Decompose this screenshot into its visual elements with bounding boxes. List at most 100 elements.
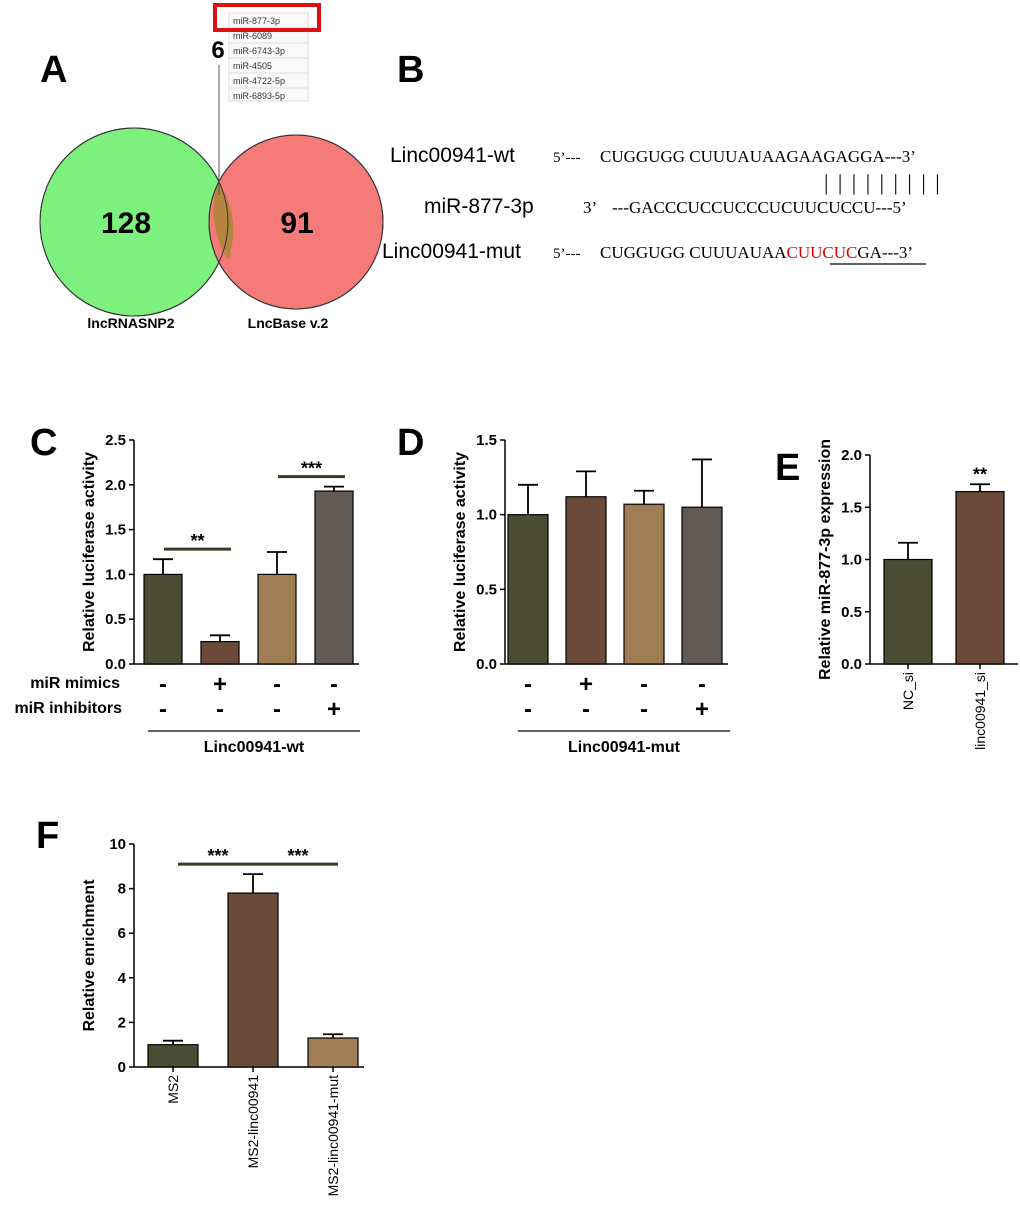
bar-f-0 <box>147 1044 199 1068</box>
venn-left-outline <box>39 127 229 317</box>
mirna-list: miR-877-3p miR-6089 miR-6743-3p miR-4505… <box>213 3 321 102</box>
bar-d-1 <box>565 496 607 665</box>
y-tick-label-e: 0.5 <box>841 604 862 621</box>
mirna-item: miR-4505 <box>233 61 272 71</box>
chart-f: 0 2 4 6 8 10 Relative enrichment *** *** MS2 MS2-l… <box>81 836 364 1196</box>
condition-sign-d: + <box>695 696 709 723</box>
seq-mut-mutated: CUUCUC <box>787 243 858 262</box>
x-tick-label-e: NC_si <box>900 672 916 710</box>
group-label-d: Linc00941-mut <box>568 739 681 756</box>
bar-c-2 <box>257 573 297 665</box>
condition-sign-c: - <box>273 696 281 723</box>
mirna-item: miR-6743-3p <box>233 46 285 56</box>
bar-d-3 <box>681 506 723 665</box>
venn-right-label: LncBase v.2 <box>248 315 329 331</box>
y-tick-label-f: 6 <box>118 925 126 942</box>
bar-f-1 <box>227 892 279 1068</box>
bar-f-2 <box>307 1037 359 1068</box>
y-tick-label-d: 0.5 <box>476 581 497 598</box>
significance-label-c: ** <box>190 531 204 551</box>
panel-letter-a: A <box>40 49 67 91</box>
row-label-inhibitors: miR inhibitors <box>14 700 122 717</box>
y-tick-label-e: 2.0 <box>841 447 862 464</box>
y-axis-label-d: Relative luciferase activity <box>452 452 469 652</box>
condition-sign-c: - <box>330 671 338 698</box>
venn-right-count: 91 <box>280 207 313 240</box>
y-axis-label-f: Relative enrichment <box>81 879 98 1032</box>
y-tick-label-f: 2 <box>118 1014 126 1031</box>
venn-overlap-count: 6 <box>211 37 224 64</box>
condition-sign-d: - <box>698 671 706 698</box>
chart-d: 0.0 0.5 1.0 1.5 Relative luciferase activity… <box>452 432 730 756</box>
chart-c: 0.0 0.5 1.0 1.5 2.0 2.5 Relative luciferase ac… <box>14 432 360 756</box>
mirna-highlight-box <box>213 3 321 32</box>
panel-letter-f: F <box>36 815 59 857</box>
chart-e: 0.0 0.5 1.0 1.5 2.0 Relative miR-877-3p expre… <box>817 439 1018 750</box>
venn-left-label: lncRNASNP2 <box>87 315 174 331</box>
group-label-c: Linc00941-wt <box>204 739 305 756</box>
y-tick-label-f: 10 <box>109 836 126 853</box>
y-tick-label-d: 1.5 <box>476 432 497 449</box>
significance-label-e: ** <box>973 464 987 484</box>
bar-d-2 <box>623 503 665 665</box>
y-tick-label-c: 0.5 <box>105 611 126 628</box>
mirna-item: miR-4722-5p <box>233 76 285 86</box>
row-label-mimics: miR mimics <box>30 675 120 692</box>
venn-overlap-region <box>213 181 234 260</box>
bar-c-1 <box>200 640 240 665</box>
mirna-item: miR-6893-5p <box>233 91 285 101</box>
mirna-item: miR-877-3p <box>233 16 280 26</box>
seq-mut-sequence: CUGGUGG CUUUAUAACUUCUCGA---3’ <box>600 243 913 262</box>
seq-mir-name: miR-877-3p <box>424 195 534 218</box>
y-axis-label-e: Relative miR-877-3p expression <box>817 439 834 680</box>
sequence-alignment: Linc00941-wt 5’--- CUGGUGG CUUUAUAAGAAGA… <box>382 144 942 265</box>
y-tick-label-c: 2.0 <box>105 477 126 494</box>
condition-sign-d: - <box>524 696 532 723</box>
condition-sign-d: - <box>640 696 648 723</box>
y-tick-label-c: 0.0 <box>105 656 126 673</box>
venn-diagram: 128 91 6 lncRNASNP2 LncBase v.2 miR-877-… <box>39 3 384 331</box>
seq-wt-sequence: CUGGUGG CUUUAUAAGAAGAGGA---3’ <box>600 147 916 166</box>
panel-letter-b: B <box>397 49 424 91</box>
significance-label-f: *** <box>287 846 308 866</box>
y-tick-label-c: 1.0 <box>105 566 126 583</box>
condition-sign-c: - <box>273 671 281 698</box>
seq-mir-sequence: ---GACCCUCCUCCCUCUUCUCCU---5’ <box>612 198 907 217</box>
condition-sign-d: - <box>640 671 648 698</box>
seq-mir-three: 3’ <box>583 198 597 217</box>
y-tick-label-c: 1.5 <box>105 522 126 539</box>
bar-c-0 <box>143 573 183 665</box>
condition-sign-d: + <box>579 671 593 698</box>
seq-pairing-bars: | | | | | | | | | <box>824 170 942 195</box>
panel-letter-d: D <box>397 422 424 464</box>
bar-e-0 <box>883 558 933 665</box>
y-tick-label-d: 0.0 <box>476 656 497 673</box>
x-tick-label-f: MS2-linc00941 <box>245 1075 261 1169</box>
seq-mut-five: 5’--- <box>553 246 580 262</box>
y-axis-label-c: Relative luciferase activity <box>81 452 98 652</box>
y-tick-label-e: 0.0 <box>841 656 862 673</box>
condition-sign-c: + <box>213 671 227 698</box>
condition-sign-c: + <box>327 696 341 723</box>
condition-sign-c: - <box>216 696 224 723</box>
seq-mut-tail: GA---3’ <box>857 243 913 262</box>
x-tick-label-f: MS2 <box>165 1075 181 1104</box>
condition-sign-d: - <box>582 696 590 723</box>
significance-label-f: *** <box>207 846 228 866</box>
x-tick-label-f: MS2-linc00941-mut <box>325 1075 341 1196</box>
x-tick-label-e: linc00941_si <box>972 672 988 750</box>
seq-wt-name: Linc00941-wt <box>390 144 515 167</box>
y-tick-label-e: 1.0 <box>841 552 862 569</box>
y-tick-label-e: 1.5 <box>841 499 862 516</box>
condition-sign-d: - <box>524 671 532 698</box>
y-tick-label-f: 8 <box>118 881 126 898</box>
bar-d-0 <box>507 514 549 665</box>
seq-mut-unchanged: CUGGUGG CUUUAUAA <box>600 243 787 262</box>
y-tick-label-c: 2.5 <box>105 432 126 449</box>
bar-e-1 <box>955 490 1005 665</box>
panel-letter-c: C <box>30 422 57 464</box>
panel-letter-e: E <box>775 447 800 489</box>
mirna-item: miR-6089 <box>233 31 272 41</box>
condition-sign-c: - <box>159 696 167 723</box>
